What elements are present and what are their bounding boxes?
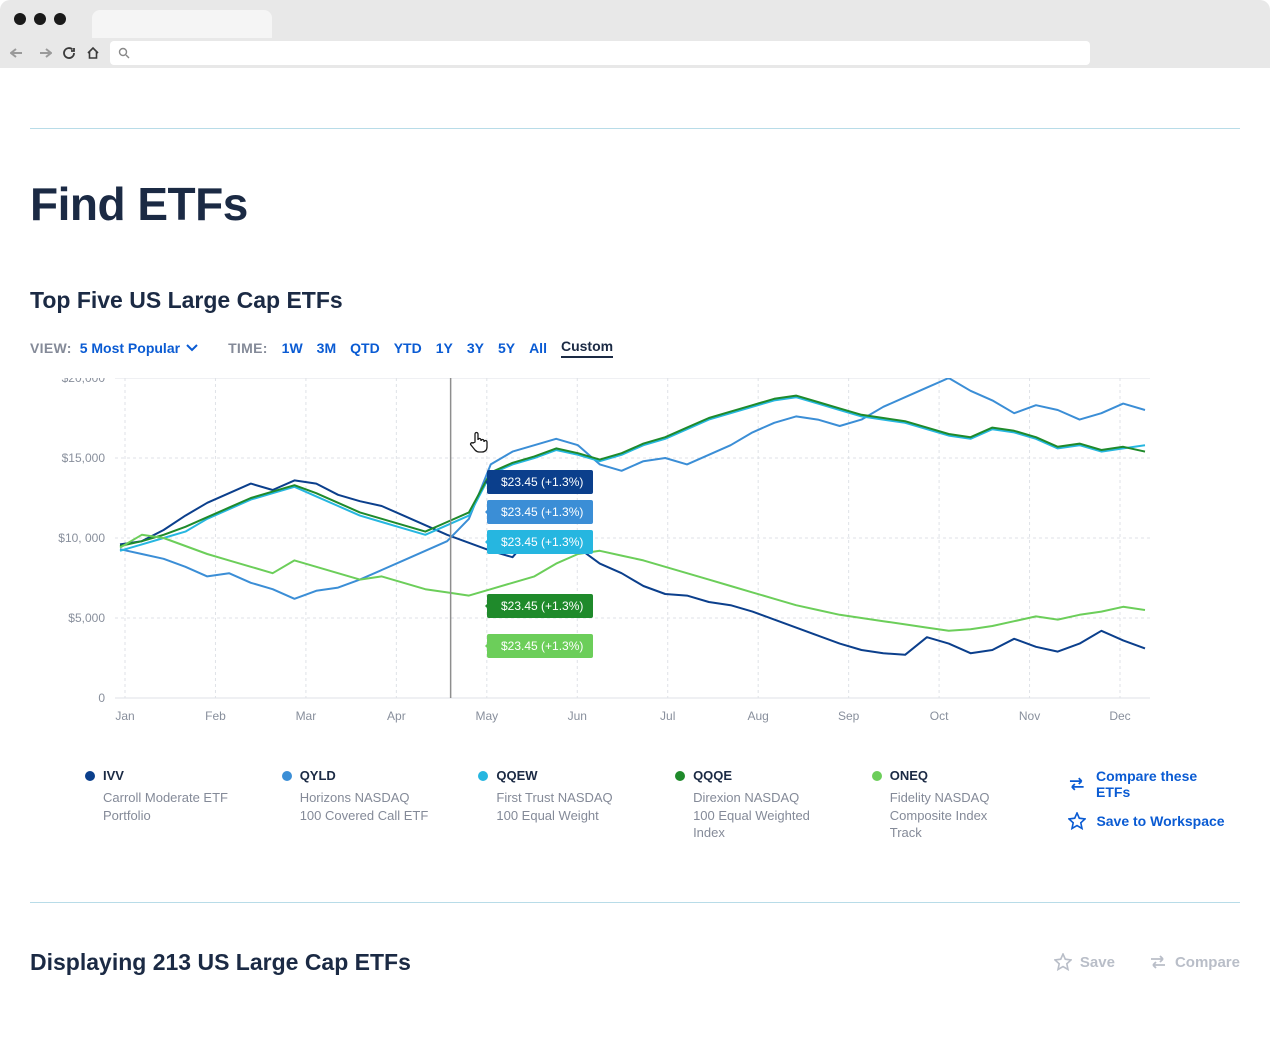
time-label: TIME:: [228, 340, 268, 356]
svg-text:$20,000: $20,000: [62, 378, 106, 385]
compare-icon: [1068, 777, 1086, 791]
legend-symbol: IVV: [103, 768, 124, 783]
page-content: Find ETFs Top Five US Large Cap ETFs VIE…: [0, 68, 1270, 976]
legend-symbol: QYLD: [300, 768, 336, 783]
svg-text:Apr: Apr: [387, 709, 406, 723]
home-icon[interactable]: [86, 46, 100, 60]
window-control-close[interactable]: [14, 13, 26, 25]
svg-text:Jan: Jan: [115, 709, 134, 723]
top-rule: [30, 128, 1240, 129]
chevron-down-icon: [186, 344, 198, 352]
svg-text:Jun: Jun: [568, 709, 587, 723]
results-save-button[interactable]: Save: [1054, 953, 1115, 971]
legend-actions: Compare these ETFs Save to Workspace: [1068, 768, 1240, 830]
page-title: Find ETFs: [30, 177, 1240, 231]
svg-text:$5,000: $5,000: [68, 611, 105, 625]
tooltip-value: $23.45 (+1.3%): [487, 530, 593, 554]
tooltip-value: $23.45 (+1.3%): [487, 634, 593, 658]
legend-description: First Trust NASDAQ 100 Equal Weight: [478, 789, 625, 824]
time-option-ytd[interactable]: YTD: [394, 340, 422, 356]
svg-text:0: 0: [98, 691, 105, 705]
time-option-all[interactable]: All: [529, 340, 547, 356]
save-label: Save to Workspace: [1096, 813, 1224, 829]
legend-dot: [872, 771, 882, 781]
reload-icon[interactable]: [62, 46, 76, 60]
section-rule: [30, 902, 1240, 903]
time-option-3y[interactable]: 3Y: [467, 340, 484, 356]
url-bar[interactable]: [110, 41, 1090, 65]
chart-controls: VIEW: 5 Most Popular TIME: 1W 3M QTD YTD 1Y 3…: [30, 338, 1240, 358]
legend-item-oneq[interactable]: ONEQ Fidelity NASDAQ Composite Index Trac…: [872, 768, 1019, 842]
svg-text:Feb: Feb: [205, 709, 226, 723]
results-heading: Displaying 213 US Large Cap ETFs: [30, 949, 411, 976]
compare-label: Compare these ETFs: [1096, 768, 1232, 800]
legend-description: Direxion NASDAQ 100 Equal Weighted Index: [675, 789, 822, 842]
tooltip-value: $23.45 (+1.3%): [487, 470, 593, 494]
svg-text:Oct: Oct: [930, 709, 949, 723]
legend-item-qyld[interactable]: QYLD Horizons NASDAQ 100 Covered Call ETF: [282, 768, 429, 824]
chart-section-title: Top Five US Large Cap ETFs: [30, 287, 1240, 314]
line-chart: 0 $5,000 $10, 000 $15,000 $20,000 Jan Feb Mar Ap…: [30, 378, 1150, 738]
compare-icon: [1149, 955, 1167, 969]
view-label: VIEW:: [30, 340, 72, 356]
svg-text:$10, 000: $10, 000: [58, 531, 105, 545]
chart-area[interactable]: 0 $5,000 $10, 000 $15,000 $20,000 Jan Feb Mar Ap…: [30, 378, 1240, 738]
legend-item-qqqe[interactable]: QQQE Direxion NASDAQ 100 Equal Weighted I…: [675, 768, 822, 842]
results-compare-label: Compare: [1175, 954, 1240, 971]
legend-dot: [282, 771, 292, 781]
legend-description: Horizons NASDAQ 100 Covered Call ETF: [282, 789, 429, 824]
star-outline-icon: [1054, 953, 1072, 971]
svg-text:Sep: Sep: [838, 709, 860, 723]
view-control: VIEW: 5 Most Popular: [30, 340, 198, 356]
compare-etfs-link[interactable]: Compare these ETFs: [1068, 768, 1232, 800]
legend-symbol: ONEQ: [890, 768, 928, 783]
tooltip-value: $23.45 (+1.3%): [487, 500, 593, 524]
svg-text:Jul: Jul: [660, 709, 675, 723]
results-save-label: Save: [1080, 954, 1115, 971]
legend-dot: [85, 771, 95, 781]
chart-legend: IVV Carroll Moderate ETF Portfolio QYLD Hor…: [30, 768, 1240, 842]
time-option-3m[interactable]: 3M: [317, 340, 336, 356]
tooltip-value: $23.45 (+1.3%): [487, 594, 593, 618]
legend-item-ivv[interactable]: IVV Carroll Moderate ETF Portfolio: [85, 768, 232, 824]
time-range-control: TIME: 1W 3M QTD YTD 1Y 3Y 5Y All Custom: [228, 338, 613, 358]
time-option-custom[interactable]: Custom: [561, 338, 613, 358]
browser-chrome: [0, 0, 1270, 68]
legend-dot: [478, 771, 488, 781]
time-option-1w[interactable]: 1W: [282, 340, 303, 356]
time-option-1y[interactable]: 1Y: [436, 340, 453, 356]
svg-text:Aug: Aug: [748, 709, 769, 723]
browser-toolbar: [0, 38, 1270, 68]
results-compare-button[interactable]: Compare: [1149, 953, 1240, 971]
svg-text:May: May: [475, 709, 498, 723]
svg-text:$15,000: $15,000: [62, 451, 106, 465]
legend-symbol: QQQE: [693, 768, 732, 783]
browser-tab[interactable]: [92, 10, 272, 38]
view-value: 5 Most Popular: [80, 340, 180, 356]
legend-description: Fidelity NASDAQ Composite Index Track: [872, 789, 1019, 842]
results-header-row: Displaying 213 US Large Cap ETFs Save Co…: [30, 949, 1240, 976]
time-option-5y[interactable]: 5Y: [498, 340, 515, 356]
window-control-maximize[interactable]: [54, 13, 66, 25]
browser-titlebar: [0, 0, 1270, 38]
legend-dot: [675, 771, 685, 781]
svg-text:Mar: Mar: [296, 709, 317, 723]
nav-back-icon[interactable]: [10, 48, 26, 58]
window-control-minimize[interactable]: [34, 13, 46, 25]
legend-item-qqew[interactable]: QQEW First Trust NASDAQ 100 Equal Weight: [478, 768, 625, 824]
svg-text:Dec: Dec: [1109, 709, 1130, 723]
save-workspace-link[interactable]: Save to Workspace: [1068, 812, 1232, 830]
time-option-qtd[interactable]: QTD: [350, 340, 380, 356]
star-icon: [1068, 812, 1086, 830]
results-actions: Save Compare: [1054, 953, 1240, 971]
view-dropdown[interactable]: 5 Most Popular: [80, 340, 198, 356]
legend-description: Carroll Moderate ETF Portfolio: [85, 789, 232, 824]
search-icon: [118, 47, 130, 59]
nav-forward-icon[interactable]: [36, 48, 52, 58]
legend-symbol: QQEW: [496, 768, 537, 783]
svg-text:Nov: Nov: [1019, 709, 1040, 723]
